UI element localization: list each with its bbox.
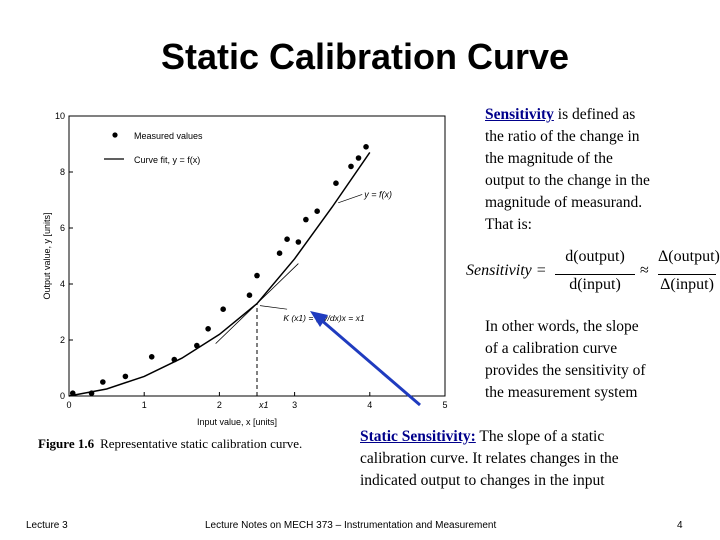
y-axis-label: Output value, y [units]: [42, 212, 52, 299]
y-tick-label: 2: [60, 335, 65, 345]
footer-course: Lecture Notes on MECH 373 – Instrumentat…: [205, 520, 497, 531]
formula-approx: ≈: [640, 262, 649, 279]
def-line: That is:: [485, 216, 532, 233]
y-tick-label: 4: [60, 279, 65, 289]
caption-text: Representative static calibration curve.: [100, 436, 303, 451]
y-tick-label: 8: [60, 167, 65, 177]
slope-explanation: In other words, the slope of a calibrati…: [485, 316, 646, 404]
y-tick-label: 0: [60, 391, 65, 401]
measured-point: [295, 239, 302, 245]
slope-label-leader: [259, 305, 288, 310]
measured-point: [122, 373, 129, 380]
measured-point: [254, 272, 260, 279]
sensitivity-definition: Sensitivity is defined as the ratio of t…: [485, 104, 650, 236]
measured-point: [284, 236, 290, 242]
curve-label-leader: [338, 194, 363, 204]
formula-lhs: Sensitivity =: [466, 262, 547, 279]
measured-point: [303, 216, 309, 223]
tangent-line: [215, 263, 299, 344]
caption-label: Figure 1.6: [38, 436, 95, 451]
measured-point: [276, 250, 283, 256]
static-line: indicated output to changes in the input: [360, 472, 605, 489]
y-tick-label: 6: [60, 223, 65, 233]
slide-title: Static Calibration Curve: [160, 36, 570, 77]
x-axis-label: Input value, x [units]: [197, 417, 277, 427]
measured-point: [100, 379, 106, 385]
static-line: calibration curve. It relates changes in…: [360, 450, 619, 467]
formula-numerator: d(output): [565, 248, 625, 265]
measured-points-group: [69, 144, 369, 397]
def-line: magnitude of measurand.: [485, 194, 643, 211]
legend-curve-label: Curve fit, y = f(x): [134, 155, 200, 165]
pointer-arrow-icon: [310, 311, 421, 407]
figure-caption: Figure 1.6 Representative static calibrat…: [38, 436, 302, 452]
x-tick-label: 4: [367, 400, 372, 410]
x-tick-label: 5: [442, 400, 447, 410]
measured-point: [88, 390, 95, 397]
formula-numerator-2: Δ(output): [658, 248, 720, 265]
explain-line: In other words, the slope: [485, 318, 639, 335]
static-line: The slope of a static: [479, 428, 605, 445]
def-line: the ratio of the change in: [485, 128, 640, 145]
curve-fit-line: [68, 151, 371, 397]
measured-point: [171, 356, 178, 363]
measured-point: [355, 155, 362, 161]
x-tick-label: 1: [142, 400, 147, 410]
static-sensitivity-note: Static Sensitivity: The slope of a stati…: [360, 426, 619, 492]
def-line: output to the change in the: [485, 172, 650, 189]
formula-bar-1: [555, 273, 635, 275]
measured-point: [194, 342, 200, 349]
def-line: is defined as: [557, 106, 636, 123]
measured-point: [148, 354, 155, 360]
y-tick-label: 10: [55, 111, 65, 121]
formula-denominator: d(input): [569, 276, 621, 293]
x-tick-label: 3: [292, 400, 297, 410]
explain-line: provides the sensitivity of: [485, 362, 646, 379]
formula-bar-2: [658, 273, 716, 275]
sensitivity-term: Sensitivity: [485, 106, 554, 123]
curve-fit-group: [68, 151, 371, 397]
measured-point: [205, 326, 211, 332]
x-tick-label: 2: [217, 400, 222, 410]
measured-point: [363, 144, 369, 150]
measured-point: [333, 180, 339, 186]
measured-point: [348, 163, 354, 170]
footer-lecture: Lecture 3: [26, 520, 68, 531]
x-ticks: 0 1 2 3 4 5: [66, 392, 448, 410]
measured-point: [314, 208, 320, 214]
static-sensitivity-term: Static Sensitivity:: [360, 428, 476, 445]
x1-label: x1: [258, 400, 269, 410]
sensitivity-formula: Sensitivity = d(output) d(input) ≈ Δ(out…: [462, 246, 720, 302]
formula-denominator-2: Δ(input): [660, 276, 714, 293]
measured-point: [69, 390, 76, 397]
footer-page-number: 4: [677, 520, 683, 531]
legend-measured-marker: [112, 132, 118, 138]
x-tick-label: 0: [66, 400, 71, 410]
def-line: the magnitude of the: [485, 150, 613, 167]
legend-measured-label: Measured values: [134, 131, 203, 141]
curve-label: y = f(x): [363, 189, 392, 199]
measured-point: [246, 292, 253, 298]
measured-point: [220, 306, 226, 312]
explain-line: the measurement system: [485, 384, 638, 401]
explain-line: of a calibration curve: [485, 340, 618, 357]
y-ticks: 0 2 4 6 8 10: [55, 111, 73, 401]
